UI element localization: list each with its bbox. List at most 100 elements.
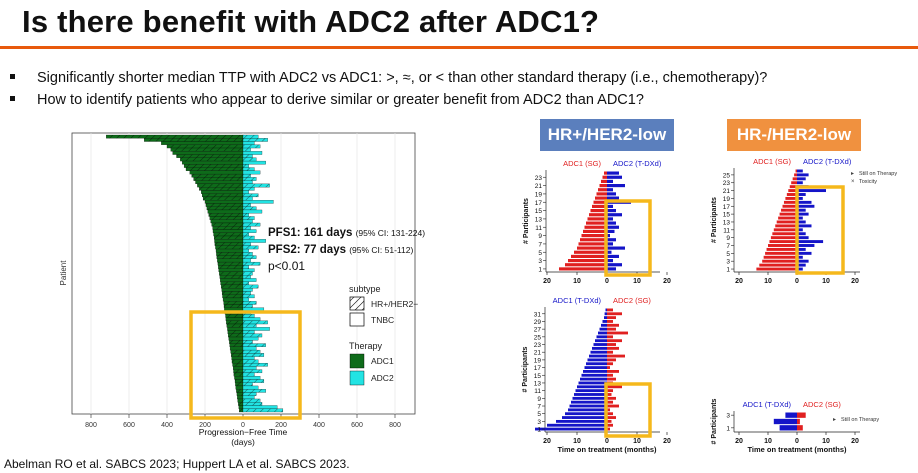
- adc2-bar: [607, 343, 616, 346]
- hatch-overlay: [235, 379, 264, 383]
- y-tick-label: 25: [534, 334, 542, 341]
- adc2-bar: [242, 268, 255, 272]
- hatch-overlay: [216, 252, 253, 256]
- adc1-bar: [589, 354, 607, 358]
- adc2-bar: [607, 350, 613, 354]
- legend-marker: ×: [851, 179, 855, 185]
- x-tick-label: 10: [633, 278, 641, 285]
- adc2-bar: [607, 362, 613, 366]
- bullet-list: Significantly shorter median TTP with AD…: [10, 67, 767, 111]
- adc1-bar: [587, 217, 607, 221]
- x-tick-label: 10: [633, 438, 641, 445]
- adc1-bar: [217, 258, 244, 263]
- adc1-bar: [795, 169, 797, 173]
- big-swimmer-plot: 800 600 400 200 0 200 400 600 800 Patient Progress…: [59, 132, 425, 447]
- legend-swatch-adc1: [349, 353, 365, 369]
- adc1-bar: [599, 327, 607, 331]
- adc1-bar: [227, 327, 244, 331]
- adc1-bar: [572, 396, 607, 400]
- x-axis-label: Time on treatment (months): [557, 445, 657, 454]
- adc1-bar: [231, 356, 244, 360]
- adc2-bar: [607, 335, 613, 339]
- hatch-overlay: [229, 343, 266, 347]
- legend-marker: ▸: [833, 417, 836, 423]
- legend-therapy-title: Therapy: [349, 341, 383, 351]
- legend-item-label: Toxicity: [859, 179, 877, 185]
- adc1-bar: [210, 219, 244, 224]
- adc2-bar: [797, 228, 803, 232]
- y-tick-label: 17: [535, 200, 543, 207]
- adc1-bar: [201, 190, 244, 194]
- adc2-bar: [607, 327, 616, 331]
- y-tick-label: 5: [537, 411, 541, 418]
- adc1-bar: [232, 366, 244, 370]
- title-rule: [0, 46, 918, 49]
- adc2-bar: [242, 405, 278, 409]
- adc1-bar: [604, 312, 607, 316]
- adc2-bar: [797, 251, 812, 255]
- x-tick-label: 0: [795, 438, 799, 445]
- y-tick-label: 15: [534, 373, 542, 380]
- x-tick-label: 10: [764, 278, 772, 285]
- adc2-bar: [242, 141, 255, 145]
- x-tick-label: 20: [735, 438, 743, 445]
- y-tick-label: 25: [723, 172, 731, 179]
- adc1-bar: [547, 423, 607, 427]
- hatch-overlay: [222, 291, 251, 295]
- adc1-bar: [581, 234, 607, 238]
- y-tick-label: 1: [538, 266, 542, 273]
- adc2-bar: [607, 323, 619, 327]
- x-tick-label: 600: [351, 422, 363, 429]
- adc1-bar: [599, 184, 607, 188]
- y-tick-label: 23: [723, 180, 731, 187]
- legend-left-label: ADC1 (T-DXd): [553, 296, 602, 305]
- hatch-overlay: [202, 193, 259, 197]
- y-tick-label: 17: [534, 365, 542, 372]
- adc1-bar: [785, 412, 797, 418]
- adc1-bar: [535, 427, 607, 431]
- adc1-bar: [779, 425, 797, 431]
- adc2-bar: [607, 354, 625, 358]
- adc1-bar: [598, 188, 607, 192]
- adc2-bar: [607, 263, 622, 267]
- legend-left-label: ADC1 (T-DXd): [743, 400, 792, 409]
- hatch-overlay: [238, 402, 262, 406]
- pfs-ci: (95% CI: 51-112): [349, 245, 413, 255]
- y-tick-label: 29: [534, 319, 542, 326]
- adc1-bar: [593, 343, 607, 346]
- x-tick-label: 400: [313, 422, 325, 429]
- adc2-bar: [607, 373, 613, 377]
- legend-therapy-label: ADC2: [371, 373, 394, 383]
- legend-right-label: ADC2 (T-DXd): [803, 157, 852, 166]
- hatch-overlay: [216, 255, 257, 259]
- adc2-bar: [242, 395, 255, 400]
- adc2-bar: [797, 255, 803, 259]
- adc2-bar: [607, 196, 619, 200]
- pfs-bold: PFS2: 77 days: [268, 244, 349, 256]
- x-tick-label: 20: [543, 278, 551, 285]
- bullet-item: How to identify patients who appear to d…: [10, 89, 767, 111]
- adc1-bar: [602, 320, 607, 323]
- adc1-bar: [782, 204, 797, 208]
- adc2-bar: [797, 418, 800, 425]
- y-tick-label: 21: [535, 183, 543, 190]
- adc2-bar: [242, 278, 257, 282]
- adc1-bar: [792, 177, 797, 181]
- adc1-bar: [765, 251, 797, 255]
- adc1-bar: [768, 244, 797, 247]
- hatch-overlay: [222, 294, 255, 298]
- x-tick-label: 10: [573, 278, 581, 285]
- adc2-bar: [242, 200, 274, 204]
- hatch-overlay: [215, 245, 259, 250]
- pfs-bold: PFS1: 161 days: [268, 227, 356, 239]
- x-tick-label: 0: [241, 422, 245, 429]
- y-tick-label: 3: [726, 413, 730, 420]
- legend-right-label: ADC2 (SG): [613, 296, 651, 305]
- adc2-bar: [607, 419, 612, 423]
- adc1-bar: [759, 263, 797, 267]
- adc1-bar: [568, 408, 607, 412]
- adc2-bar: [797, 236, 809, 240]
- adc2-bar: [242, 327, 270, 331]
- legend-swatch-plain: [349, 312, 365, 327]
